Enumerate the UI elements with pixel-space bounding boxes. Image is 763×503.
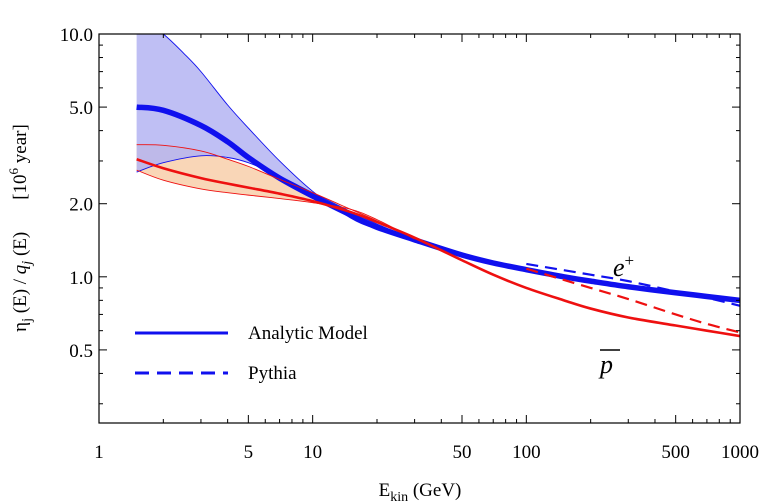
annotation-antiproton: p xyxy=(598,349,620,379)
series-pbar-band-lower xyxy=(136,169,415,240)
legend-label-pythia: Pythia xyxy=(248,363,297,384)
x-tick-label: 1000 xyxy=(721,442,759,463)
bands-layer xyxy=(136,34,415,242)
x-tick-label: 500 xyxy=(661,442,690,463)
x-tick-label: 1 xyxy=(94,442,104,463)
antiproton-symbol: p xyxy=(598,350,613,379)
ticks-layer xyxy=(98,33,741,423)
series-pbar-pythia xyxy=(526,267,740,334)
y-tick-label: 2.0 xyxy=(69,195,93,216)
x-tick-label: 5 xyxy=(244,442,254,463)
legend-label-analytic: Analytic Model xyxy=(248,323,368,344)
annotation-positron: e+ xyxy=(613,251,634,282)
x-tick-label: 10 xyxy=(303,442,322,463)
series-pbar-analytic-central- xyxy=(136,157,740,338)
positron-band xyxy=(136,34,415,242)
y-tick-label: 0.5 xyxy=(69,341,93,362)
lines-layer xyxy=(136,34,740,338)
tick-labels-layer: 1 5 10 50 100 500 1000 0.5 1.0 2.0 5.0 10.0 xyxy=(60,25,759,463)
series-e-pythia xyxy=(526,262,740,307)
series-pbar-band-upper xyxy=(136,144,415,239)
y-tick-label: 10.0 xyxy=(60,25,93,46)
series-e-band-upper xyxy=(162,34,415,242)
x-tick-label: 50 xyxy=(453,442,472,463)
legend: Analytic Model Pythia xyxy=(135,323,368,384)
plot-frame xyxy=(98,33,741,424)
y-axis-title: ηj (E) / qj (E)[106 year] xyxy=(6,124,35,332)
x-axis-title: Ekin (GeV) xyxy=(379,480,462,503)
y-tick-label: 1.0 xyxy=(69,268,93,289)
x-tick-label: 100 xyxy=(512,442,541,463)
y-tick-label: 5.0 xyxy=(69,98,93,119)
